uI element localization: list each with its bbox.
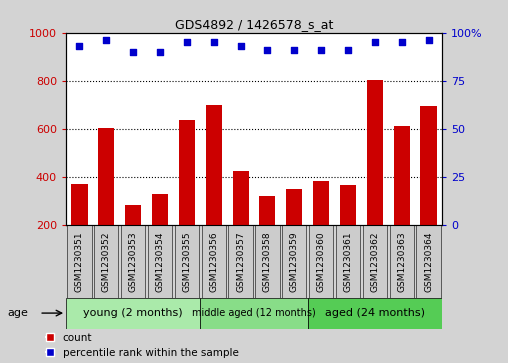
Text: GSM1230357: GSM1230357 xyxy=(236,231,245,292)
Point xyxy=(75,43,83,49)
FancyBboxPatch shape xyxy=(308,298,442,329)
Text: GSM1230354: GSM1230354 xyxy=(155,231,165,291)
Bar xyxy=(340,185,356,225)
FancyBboxPatch shape xyxy=(94,225,118,298)
FancyBboxPatch shape xyxy=(202,225,226,298)
Bar xyxy=(286,189,302,225)
Text: GSM1230359: GSM1230359 xyxy=(290,231,299,292)
FancyBboxPatch shape xyxy=(309,225,333,298)
Text: GSM1230363: GSM1230363 xyxy=(397,231,406,292)
Text: GSM1230364: GSM1230364 xyxy=(424,231,433,291)
Point xyxy=(210,39,218,45)
Text: aged (24 months): aged (24 months) xyxy=(325,308,425,318)
Bar xyxy=(421,106,436,225)
Legend: count, percentile rank within the sample: count, percentile rank within the sample xyxy=(46,333,238,358)
Bar xyxy=(72,184,87,225)
FancyBboxPatch shape xyxy=(229,225,252,298)
Text: young (2 months): young (2 months) xyxy=(83,308,183,318)
FancyBboxPatch shape xyxy=(282,225,306,298)
Text: GSM1230362: GSM1230362 xyxy=(370,231,379,291)
Point xyxy=(263,47,271,53)
FancyBboxPatch shape xyxy=(66,298,200,329)
Text: age: age xyxy=(8,308,28,318)
Bar xyxy=(313,180,329,225)
Title: GDS4892 / 1426578_s_at: GDS4892 / 1426578_s_at xyxy=(175,19,333,32)
Point xyxy=(344,47,352,53)
Bar xyxy=(206,105,222,225)
FancyBboxPatch shape xyxy=(390,225,414,298)
Text: GSM1230358: GSM1230358 xyxy=(263,231,272,292)
Point xyxy=(129,49,137,55)
Bar xyxy=(394,126,410,225)
Text: GSM1230355: GSM1230355 xyxy=(182,231,192,292)
Text: GSM1230356: GSM1230356 xyxy=(209,231,218,292)
Bar xyxy=(98,128,114,225)
FancyBboxPatch shape xyxy=(68,225,91,298)
Point xyxy=(156,49,164,55)
Text: GSM1230351: GSM1230351 xyxy=(75,231,84,292)
FancyBboxPatch shape xyxy=(363,225,387,298)
Text: GSM1230361: GSM1230361 xyxy=(343,231,353,292)
Point xyxy=(237,43,245,49)
FancyBboxPatch shape xyxy=(148,225,172,298)
Point xyxy=(398,39,406,45)
Bar xyxy=(125,205,141,225)
Point xyxy=(425,37,433,43)
FancyBboxPatch shape xyxy=(200,298,308,329)
FancyBboxPatch shape xyxy=(175,225,199,298)
Text: GSM1230352: GSM1230352 xyxy=(102,231,111,291)
Point xyxy=(183,39,191,45)
Point xyxy=(290,47,298,53)
FancyBboxPatch shape xyxy=(417,225,440,298)
Bar xyxy=(179,121,195,225)
Bar xyxy=(233,171,248,225)
Text: middle aged (12 months): middle aged (12 months) xyxy=(192,308,316,318)
FancyBboxPatch shape xyxy=(256,225,279,298)
Text: GSM1230360: GSM1230360 xyxy=(316,231,326,292)
Text: GSM1230353: GSM1230353 xyxy=(129,231,138,292)
Bar xyxy=(260,196,275,225)
Point xyxy=(102,37,110,43)
Point xyxy=(317,47,325,53)
Point xyxy=(371,39,379,45)
Bar xyxy=(152,194,168,225)
Bar xyxy=(367,79,383,225)
FancyBboxPatch shape xyxy=(121,225,145,298)
FancyBboxPatch shape xyxy=(336,225,360,298)
